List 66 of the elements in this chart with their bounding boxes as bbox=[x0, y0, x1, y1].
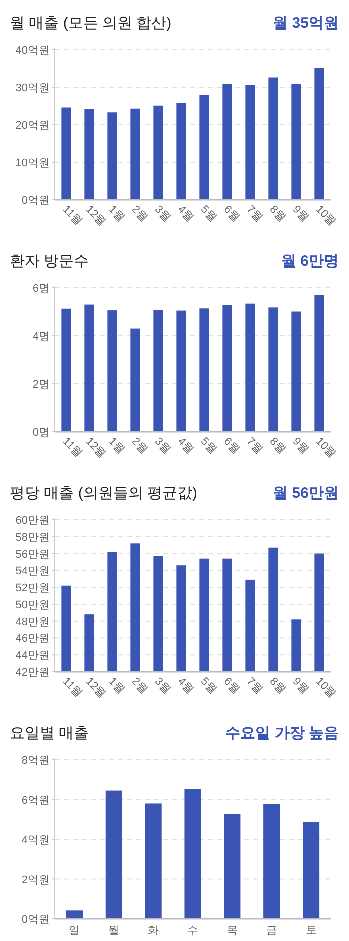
y-tick-label: 58만원 bbox=[16, 532, 50, 544]
x-tick-label: 2월 bbox=[129, 676, 150, 696]
y-tick-label: 2억원 bbox=[22, 874, 50, 886]
x-tick-label: 5월 bbox=[198, 676, 219, 696]
x-tick-label: 2월 bbox=[129, 204, 150, 224]
chart-title: 평당 매출 (의원들의 평균값) bbox=[10, 485, 198, 502]
x-tick-label: 4월 bbox=[175, 436, 196, 456]
x-tick-label: 5월 bbox=[198, 436, 219, 456]
y-tick-label: 42만원 bbox=[16, 667, 50, 679]
x-tick-label: 6월 bbox=[221, 204, 242, 224]
x-tick-label: 토 bbox=[306, 925, 317, 937]
x-tick-label: 수 bbox=[188, 925, 198, 937]
x-tick-label: 9월 bbox=[290, 676, 311, 696]
x-tick-label: 화 bbox=[148, 925, 160, 937]
chart-title: 환자 방문수 bbox=[10, 253, 90, 270]
y-tick-label: 6억원 bbox=[22, 794, 50, 807]
y-tick-label: 50만원 bbox=[16, 599, 50, 612]
x-tick-label: 3월 bbox=[152, 436, 173, 456]
x-tick-label: 4월 bbox=[175, 204, 196, 224]
y-tick-label: 52만원 bbox=[16, 582, 50, 595]
x-tick-label: 7월 bbox=[244, 204, 265, 224]
y-tick-label: 46만원 bbox=[16, 633, 50, 646]
x-tick-label: 7월 bbox=[244, 436, 265, 456]
y-tick-label: 0억원 bbox=[22, 914, 50, 926]
y-tick-label: 2명 bbox=[32, 379, 50, 391]
y-tick-label: 20억원 bbox=[16, 120, 50, 132]
x-tick-label: 목 bbox=[226, 925, 238, 937]
chart-title: 요일별 매출 bbox=[10, 725, 90, 742]
y-tick-label: 4억원 bbox=[22, 834, 50, 846]
x-tick-label: 4월 bbox=[175, 676, 196, 696]
x-tick-label: 월 bbox=[108, 925, 120, 937]
x-tick-label: 5월 bbox=[198, 204, 219, 224]
x-tick-label: 3월 bbox=[152, 204, 173, 224]
chart-subtitle: 월 56만원 bbox=[273, 485, 339, 502]
y-tick-label: 8억원 bbox=[22, 755, 50, 767]
y-tick-label: 0억원 bbox=[22, 195, 50, 207]
x-tick-label: 8월 bbox=[267, 204, 288, 224]
y-tick-label: 56만원 bbox=[16, 548, 50, 561]
y-tick-label: 4명 bbox=[32, 331, 50, 343]
chart-subtitle: 월 6만명 bbox=[281, 253, 339, 270]
x-tick-label: 2월 bbox=[129, 436, 150, 456]
y-tick-label: 44만원 bbox=[16, 650, 50, 662]
y-tick-label: 6명 bbox=[32, 283, 50, 295]
x-tick-label: 3월 bbox=[152, 676, 173, 696]
x-tick-label: 6월 bbox=[221, 676, 242, 696]
y-tick-label: 10억원 bbox=[16, 158, 50, 170]
chart-title: 월 매출 (모든 의원 합산) bbox=[10, 15, 172, 32]
x-tick-label: 9월 bbox=[290, 204, 311, 224]
x-tick-label: 1월 bbox=[106, 676, 127, 696]
y-tick-label: 60만원 bbox=[16, 515, 50, 527]
y-tick-label: 48만원 bbox=[16, 616, 50, 628]
x-tick-label: 8월 bbox=[267, 676, 288, 696]
y-tick-label: 40억원 bbox=[16, 45, 50, 57]
x-tick-label: 금 bbox=[266, 925, 278, 937]
x-tick-label: 1월 bbox=[106, 436, 127, 456]
chart-subtitle: 월 35억원 bbox=[273, 15, 339, 32]
x-tick-label: 8월 bbox=[267, 436, 288, 456]
x-tick-label: 7월 bbox=[244, 676, 265, 696]
x-tick-label: 1월 bbox=[106, 204, 127, 224]
chart-subtitle: 수요일 가장 높음 bbox=[226, 725, 339, 742]
y-tick-label: 0명 bbox=[32, 427, 50, 439]
y-tick-label: 54만원 bbox=[16, 566, 50, 578]
x-tick-label: 9월 bbox=[290, 436, 311, 456]
y-tick-label: 30억원 bbox=[16, 82, 50, 94]
x-tick-label: 일 bbox=[69, 925, 80, 937]
x-tick-label: 6월 bbox=[221, 436, 242, 456]
